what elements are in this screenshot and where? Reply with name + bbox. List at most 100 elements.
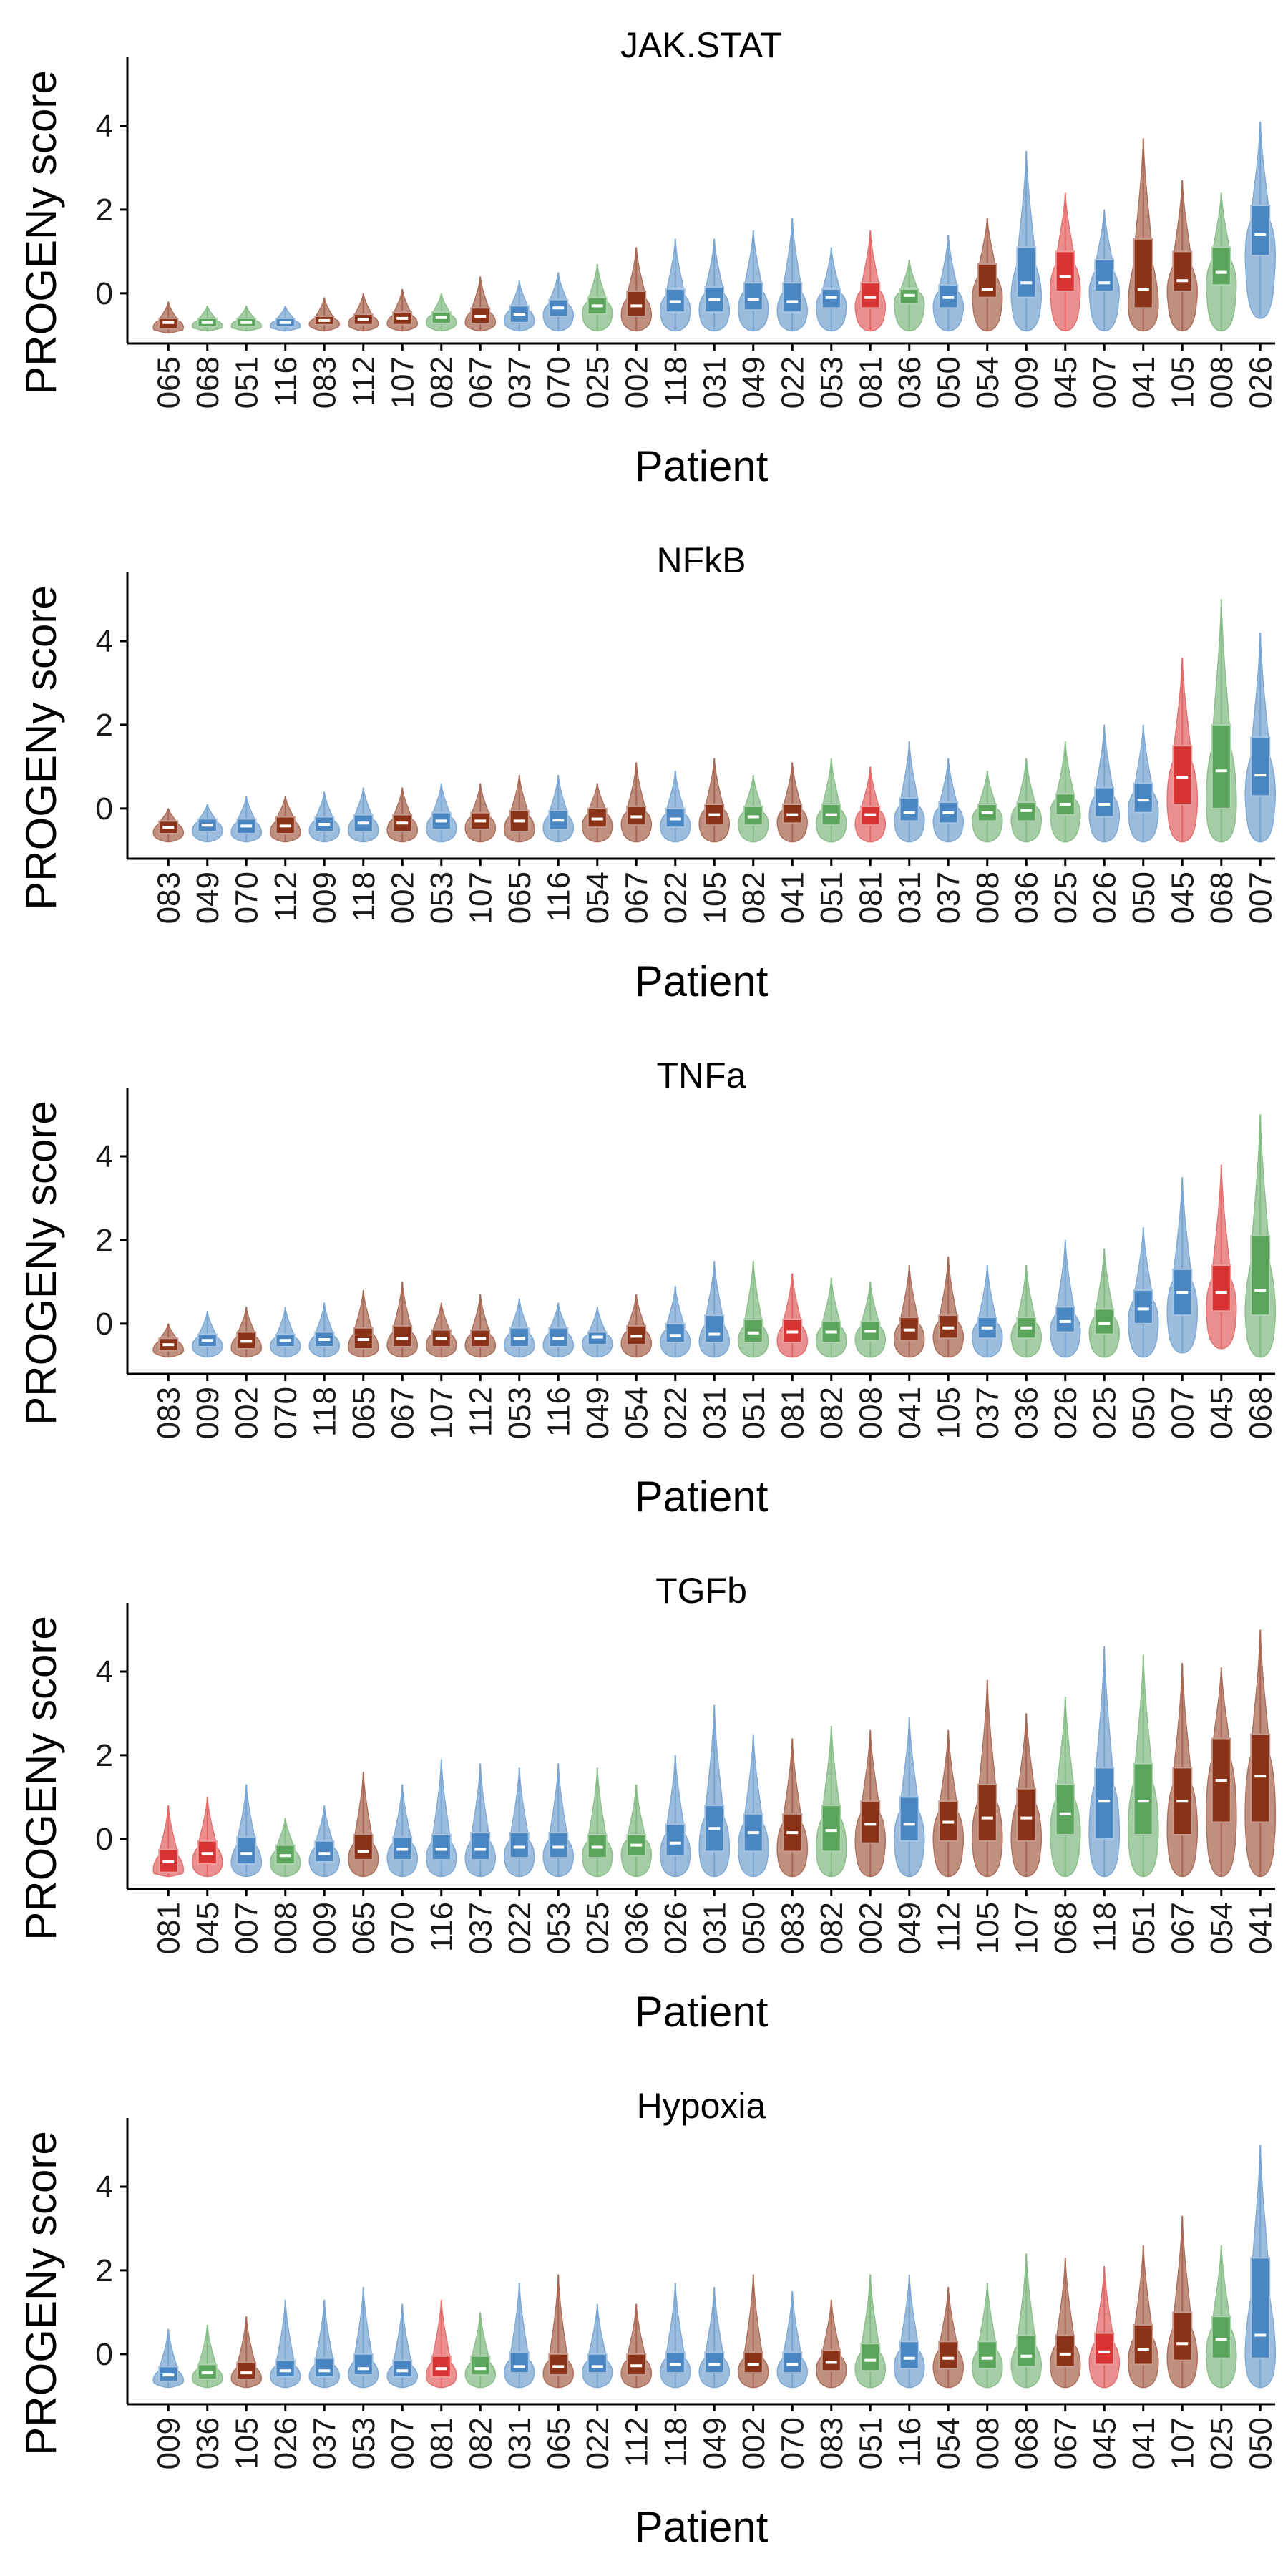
violin-group [1049, 1697, 1081, 1878]
violin-group [152, 1323, 184, 1358]
box-105 [1172, 250, 1193, 292]
violin-group [698, 758, 730, 843]
box-037 [314, 2357, 335, 2379]
violin-group [932, 1729, 964, 1878]
violin-group [192, 306, 223, 332]
x-tick-label: 116 [268, 356, 303, 406]
box-107 [1172, 2311, 1193, 2361]
x-axis-title: Patient [635, 957, 769, 1005]
y-axis-title: PROGENy score [17, 1101, 65, 1425]
box-041 [1133, 238, 1153, 309]
violin-group [620, 247, 652, 332]
violin-group [1050, 192, 1081, 332]
box-041 [1133, 2323, 1153, 2366]
x-tick-label: 045 [1087, 2417, 1122, 2469]
violin-group [1206, 2245, 1237, 2389]
violin-group [1088, 1646, 1121, 1878]
box-054 [938, 2341, 959, 2370]
x-tick-label: 049 [580, 1387, 615, 1439]
chart-tgfb: TGFb 0 2 4 081 045 007 008 009 065 070 116 037 022 053… [17, 1571, 1278, 2036]
y-tick-label: 4 [96, 1654, 113, 1689]
x-tick-label: 007 [1087, 356, 1122, 409]
x-tick-label: 067 [385, 1387, 420, 1439]
x-tick-label: 116 [424, 1902, 459, 1952]
x-axis-title: Patient [635, 1988, 769, 2036]
x-tick-label: 002 [619, 356, 654, 409]
x-tick-label: 041 [892, 1387, 927, 1439]
violin-group [270, 1818, 301, 1878]
violin-group [348, 1290, 379, 1358]
box-009 [1016, 246, 1037, 298]
x-tick-label: 107 [463, 872, 498, 924]
violin-group [230, 1307, 262, 1358]
x-tick-label: 082 [424, 356, 459, 409]
x-tick-label: 083 [775, 1902, 810, 1954]
box-009 [314, 1840, 335, 1863]
box-083 [821, 2349, 841, 2372]
x-tick-label: 002 [385, 872, 420, 924]
x-tick-label: 107 [1009, 1902, 1044, 1954]
violin-group [192, 2324, 223, 2389]
x-tick-label: 037 [502, 356, 537, 409]
x-tick-label: 105 [970, 1902, 1005, 1954]
box-007 [1250, 736, 1271, 797]
x-tick-label: 118 [658, 356, 693, 406]
violin-group [464, 276, 496, 332]
violin-group [776, 1738, 808, 1878]
box-068 [1250, 1235, 1271, 1317]
y-tick-label: 2 [96, 2253, 113, 2288]
x-tick-label: 037 [970, 1387, 1005, 1439]
violin-group [230, 1784, 262, 1878]
box-050 [1250, 2257, 1271, 2359]
x-tick-label: 053 [502, 1387, 537, 1439]
violin-group [972, 218, 1003, 332]
x-tick-label: 050 [736, 1902, 771, 1954]
x-tick-label: 065 [346, 1902, 381, 1954]
violin-group [542, 775, 574, 843]
x-tick-label: 051 [853, 2417, 888, 2469]
x-tick-label: 051 [1126, 1902, 1161, 1954]
violin-group [972, 771, 1003, 843]
x-tick-label: 054 [1204, 1902, 1239, 1954]
violin-group [894, 1717, 925, 1878]
violin-group [542, 1302, 574, 1358]
y-axis-title: PROGENy score [17, 585, 65, 909]
violin-group [582, 783, 613, 843]
x-tick-label: 105 [1165, 356, 1200, 409]
violin-group [1205, 1667, 1237, 1878]
chart-hypoxia: Hypoxia 0 2 4 009 036 105 026 037 053 007 081 082 031… [17, 2086, 1278, 2551]
x-tick-label: 036 [619, 1902, 654, 1954]
x-tick-label: 002 [229, 1387, 264, 1439]
x-tick-label: 070 [229, 872, 264, 924]
violin-group [854, 2274, 886, 2389]
x-tick-label: 068 [1048, 1902, 1083, 1954]
panel-jak-stat: JAK.STAT 0 2 4 065 068 051 116 083 112 107 082 067 03… [0, 0, 1288, 515]
violin-group [854, 1729, 886, 1878]
x-tick-label: 041 [1126, 2417, 1161, 2469]
violin-group [620, 762, 652, 843]
x-tick-label: 107 [385, 356, 420, 409]
box-031 [509, 2351, 530, 2374]
x-tick-label: 022 [658, 872, 693, 924]
x-tick-label: 050 [931, 356, 966, 409]
violin-group [1206, 1164, 1237, 1350]
y-tick-label: 0 [96, 276, 113, 311]
x-tick-label: 036 [1009, 1387, 1044, 1439]
violin-group [1088, 1248, 1120, 1358]
x-tick-label: 118 [658, 2417, 693, 2467]
box-065 [353, 1834, 374, 1861]
x-tick-label: 007 [1165, 1387, 1200, 1439]
box-053 [353, 2353, 374, 2376]
x-tick-label: 041 [1243, 1902, 1278, 1954]
y-tick-label: 0 [96, 1822, 113, 1857]
violin-group [152, 808, 184, 843]
violin-group [698, 2287, 730, 2389]
violin-group [776, 762, 808, 843]
violin-group [582, 1767, 613, 1878]
x-tick-label: 054 [970, 356, 1005, 409]
box-002 [860, 1800, 881, 1844]
violin-group [854, 230, 886, 332]
x-tick-label: 031 [892, 872, 927, 924]
x-axis-title: Patient [635, 2503, 769, 2551]
